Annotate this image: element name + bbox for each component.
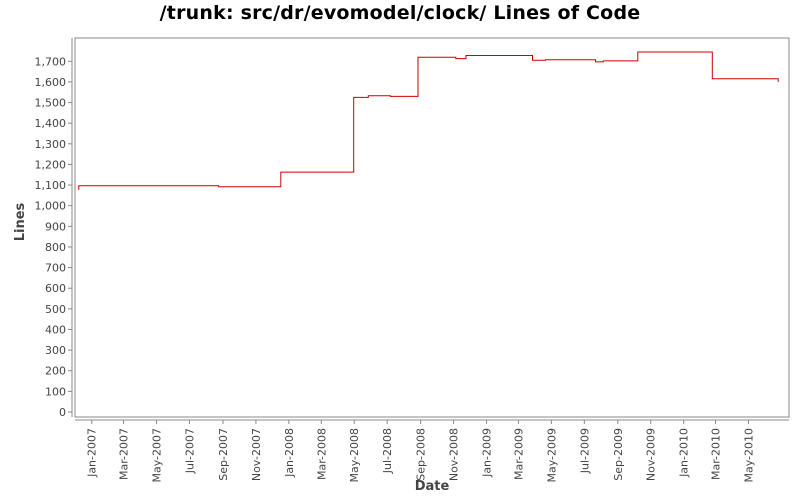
y-tick-label: 200: [45, 365, 66, 378]
y-tick-label: 600: [45, 282, 66, 295]
x-tick-label: Mar-2010: [710, 428, 723, 480]
plot-area: [74, 37, 790, 418]
y-tick-label: 1,300: [35, 138, 67, 151]
x-tick-label: Jan-2009: [481, 428, 494, 478]
y-tick-label: 700: [45, 262, 66, 275]
series-group: [78, 51, 779, 190]
x-tick-label: May-2008: [348, 428, 361, 483]
x-tick-label: May-2009: [545, 428, 558, 483]
y-tick-label: 800: [45, 241, 66, 254]
y-tick-label: 1,200: [35, 158, 67, 171]
y-axis-ticks: 0 100 200 300 400 500 600 700 800 900 1,000 1,100 1,…: [35, 55, 72, 419]
y-tick-label: 1,500: [35, 97, 67, 110]
y-tick-label: 1,000: [35, 200, 67, 213]
x-tick-label: Jul-2009: [578, 428, 591, 474]
x-tick-label: Nov-2008: [448, 428, 461, 481]
y-tick-label: 100: [45, 385, 66, 398]
x-tick-label: Sep-2009: [612, 428, 625, 481]
y-tick-label: 1,100: [35, 179, 67, 192]
y-tick-label: 900: [45, 220, 66, 233]
y-tick-label: 300: [45, 344, 66, 357]
y-tick-label: 400: [45, 323, 66, 336]
y-tick-label: 0: [59, 406, 66, 419]
x-tick-label: Mar-2009: [512, 428, 525, 480]
x-tick-label: Nov-2007: [250, 428, 263, 481]
y-axis-label: Lines: [13, 202, 28, 241]
chart-title: /trunk: src/dr/evomodel/clock/ Lines of …: [159, 2, 641, 24]
x-tick-label: Jul-2008: [381, 428, 394, 474]
x-axis-label: Date: [415, 479, 450, 494]
x-axis-ticks: Jan-2007 Mar-2007 May-2007 Jul-2007 Sep-2007…: [86, 420, 755, 483]
x-tick-label: May-2010: [742, 428, 755, 483]
x-tick-label: Jan-2008: [283, 428, 296, 478]
x-tick-label: Jul-2007: [183, 428, 196, 474]
x-tick-label: May-2007: [151, 428, 164, 483]
y-tick-label: 1,400: [35, 117, 67, 130]
x-tick-label: Jan-2007: [86, 428, 99, 478]
x-tick-label: Sep-2008: [415, 428, 428, 481]
x-tick-label: Mar-2007: [118, 428, 131, 480]
x-tick-label: Sep-2007: [217, 428, 230, 481]
y-tick-label: 500: [45, 303, 66, 316]
x-tick-label: Jan-2010: [678, 428, 691, 478]
x-tick-label: Nov-2009: [645, 428, 658, 481]
x-tick-label: Mar-2008: [315, 428, 328, 480]
series-line: [78, 51, 779, 190]
y-tick-label: 1,600: [35, 76, 67, 89]
y-tick-label: 1,700: [35, 55, 67, 68]
